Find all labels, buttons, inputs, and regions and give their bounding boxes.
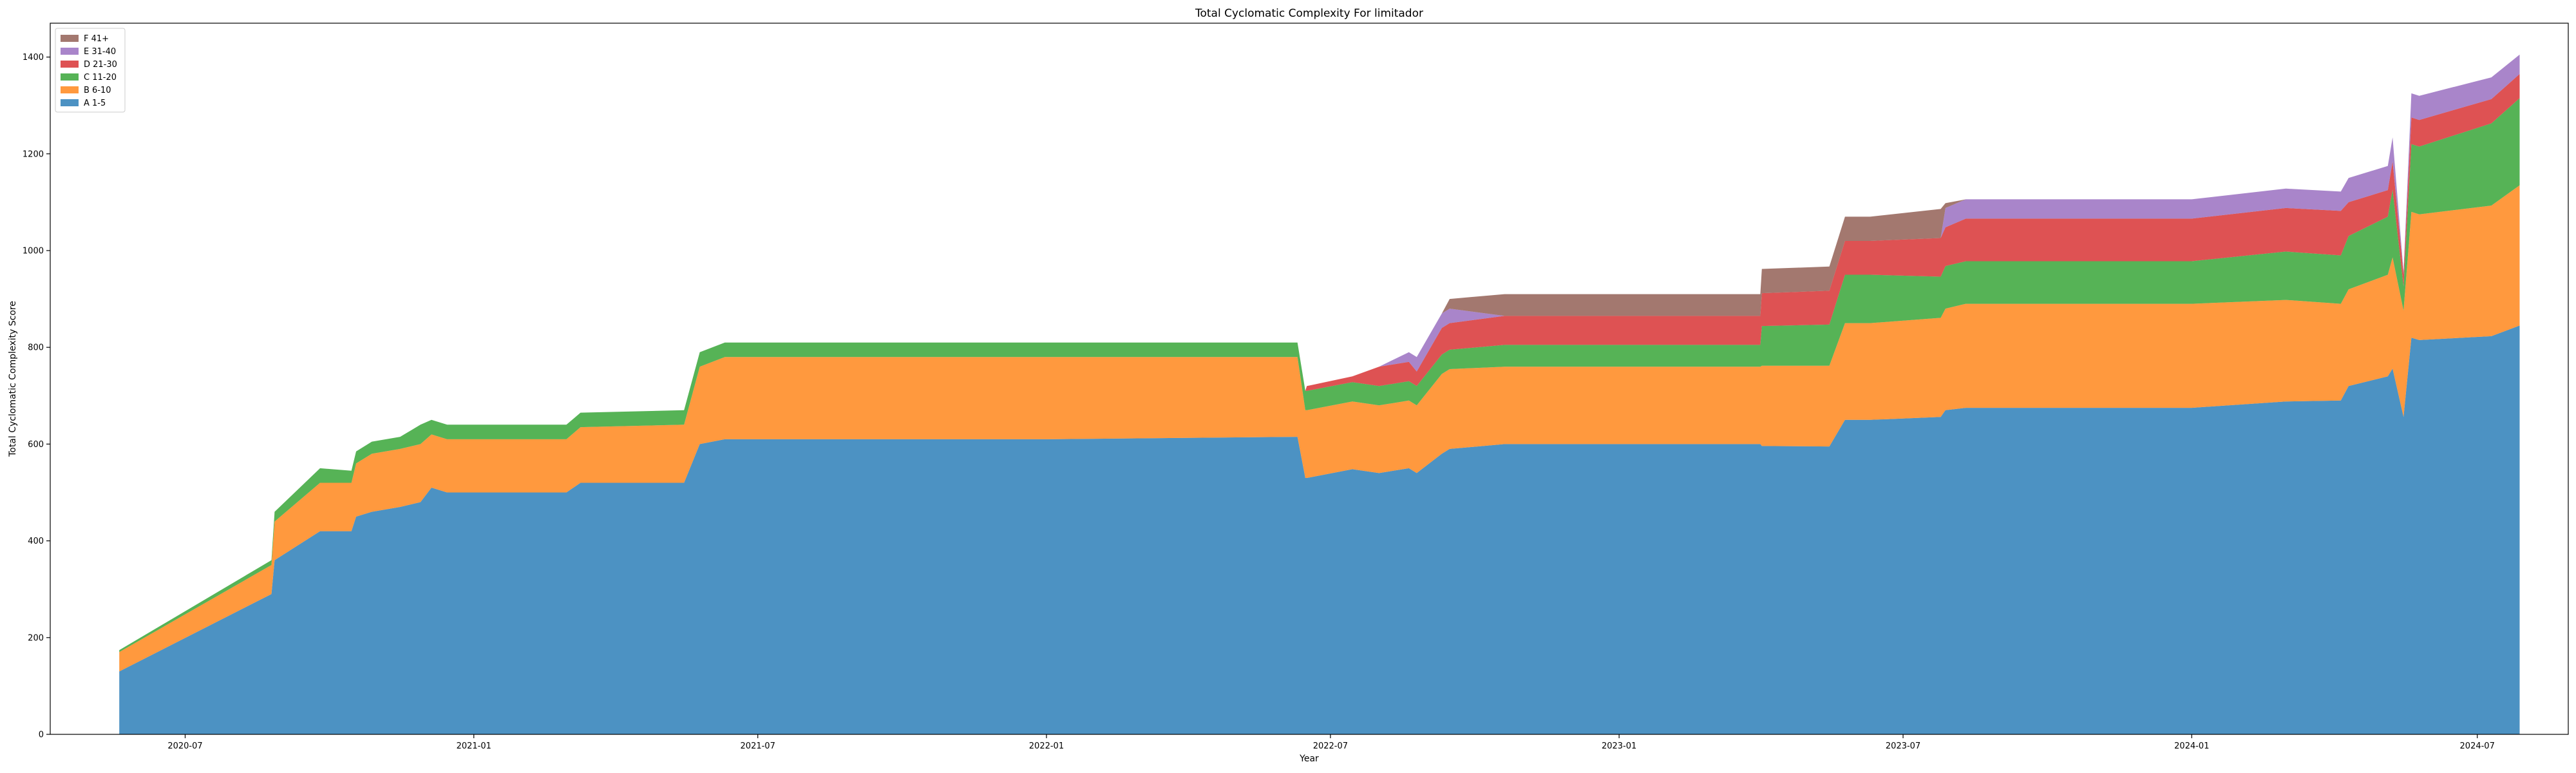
legend-label-e-31-40: E 31-40 <box>84 47 116 57</box>
area-series-a-1-5 <box>119 325 2520 734</box>
x-tick-label: 2021-07 <box>741 741 775 751</box>
y-axis: 0 200 400 600 800 1000 1200 1400 <box>23 53 50 740</box>
y-axis-label: Total Cyclomatic Complexity Score <box>8 301 18 457</box>
legend-label-a-1-5: A 1-5 <box>84 99 106 108</box>
area-series-b-6-10 <box>119 185 2520 672</box>
legend-label-f-41: F 41+ <box>84 34 109 44</box>
legend-label-c-11-20: C 11-20 <box>84 73 117 82</box>
y-tick-label: 400 <box>28 537 44 546</box>
legend-swatch-e-31-40 <box>61 48 79 55</box>
x-axis-label: Year <box>1299 754 1319 764</box>
x-tick-label: 2023-01 <box>1602 741 1636 751</box>
y-tick-label: 600 <box>28 440 44 450</box>
legend-swatch-b-6-10 <box>61 86 79 93</box>
legend-label-d-21-30: D 21-30 <box>84 60 117 70</box>
y-tick-label: 800 <box>28 343 44 353</box>
x-tick-label: 2021-01 <box>457 741 491 751</box>
x-tick-label: 2024-07 <box>2460 741 2495 751</box>
x-tick-label: 2024-01 <box>2174 741 2209 751</box>
legend-label-b-6-10: B 6-10 <box>84 86 111 95</box>
legend-swatch-f-41 <box>61 35 79 42</box>
y-tick-label: 1200 <box>23 149 44 159</box>
chart-title: Total Cyclomatic Complexity For limitado… <box>1195 7 1423 20</box>
x-tick-label: 2022-01 <box>1029 741 1064 751</box>
y-tick-label: 1400 <box>23 53 44 62</box>
legend-swatch-a-1-5 <box>61 99 79 106</box>
legend: F 41+ E 31-40 D 21-30 C 11-20 B 6-10 A 1-5 <box>55 28 126 113</box>
plot-frame <box>50 23 2569 735</box>
x-axis: 2020-07 2021-01 2021-07 2022-01 2022-07 2023-… <box>167 734 2495 751</box>
legend-swatch-c-11-20 <box>61 73 79 81</box>
x-tick-label: 2023-07 <box>1886 741 1920 751</box>
x-tick-label: 2022-07 <box>1313 741 1348 751</box>
y-tick-label: 1000 <box>23 246 44 256</box>
y-tick-label: 200 <box>28 633 44 643</box>
x-tick-label: 2020-07 <box>167 741 202 751</box>
stacked-areas <box>119 54 2520 734</box>
legend-swatch-d-21-30 <box>61 61 79 68</box>
y-tick-label: 0 <box>39 730 44 740</box>
